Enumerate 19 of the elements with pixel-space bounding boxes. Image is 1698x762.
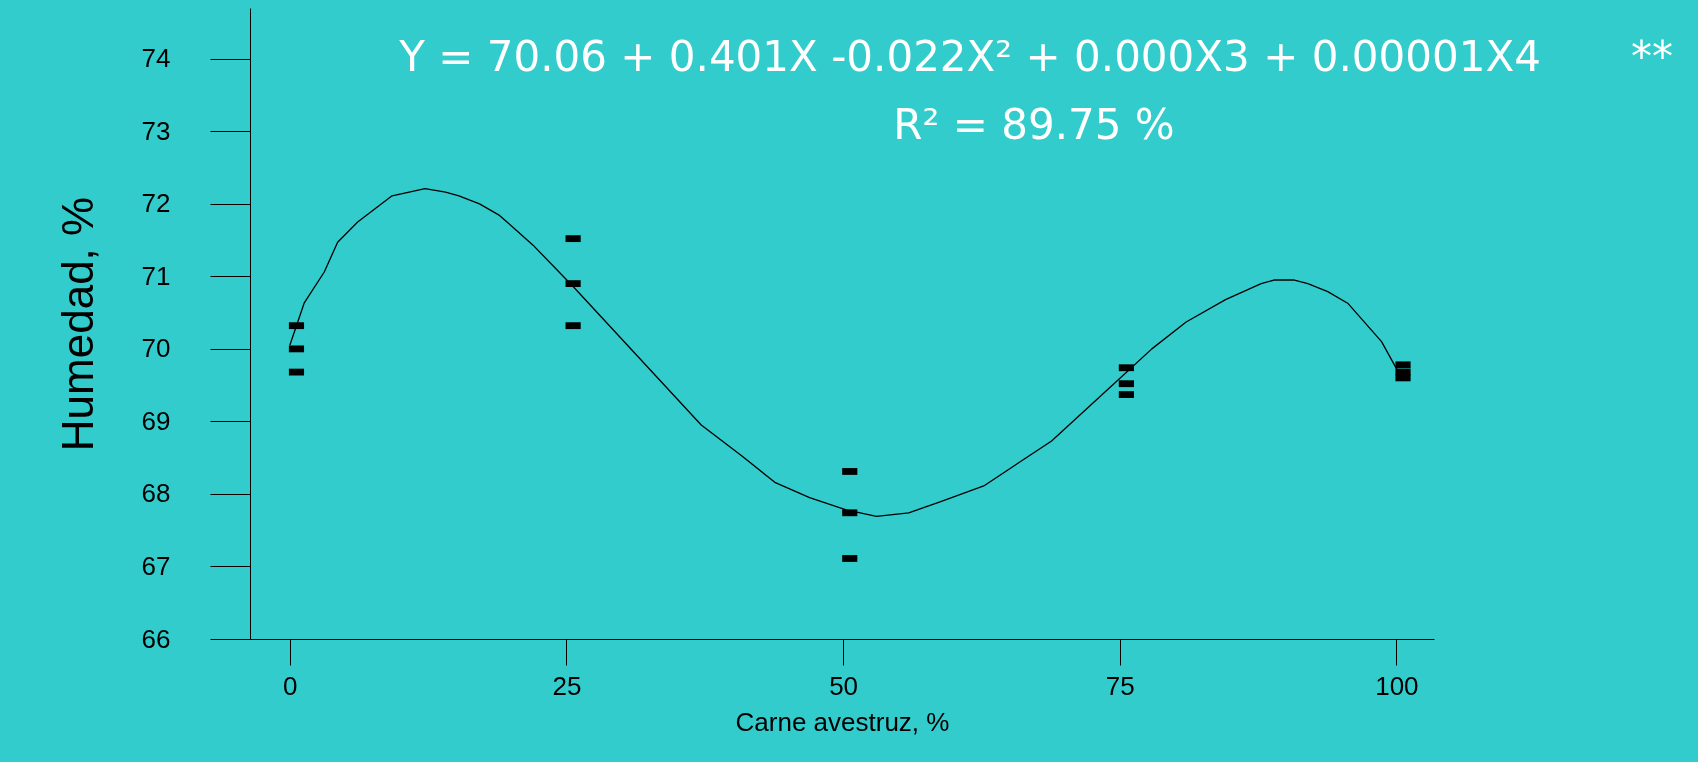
x-tick-label: 100	[1375, 670, 1419, 701]
x-tick-label: 50	[829, 670, 859, 701]
y-tick-label: 67	[141, 550, 171, 581]
y-tick-label: 72	[141, 188, 171, 219]
x-tick-label: 25	[552, 670, 582, 701]
annotation: R² = 89.75 %	[893, 100, 1175, 149]
text: **	[1631, 32, 1673, 81]
y-tick-label: 70	[141, 333, 171, 364]
x-axis-title: Carne avestruz, %	[735, 706, 950, 737]
y-tick-label: 71	[141, 260, 171, 291]
y-tick-label: 74	[141, 43, 171, 74]
x-tick-label: 75	[1105, 670, 1135, 701]
y-tick-label: 73	[141, 115, 171, 146]
annotation: Y = 70.06 + 0.401X -0.022X² + 0.000X3 + 0.00001X4	[398, 32, 1541, 81]
y-tick-label: 68	[141, 478, 171, 509]
x-tick-label: 0	[283, 670, 298, 701]
y-tick-label: 66	[141, 623, 171, 654]
y-tick-label: 69	[141, 405, 171, 436]
y-axis-title: Humedad, %	[52, 196, 102, 452]
